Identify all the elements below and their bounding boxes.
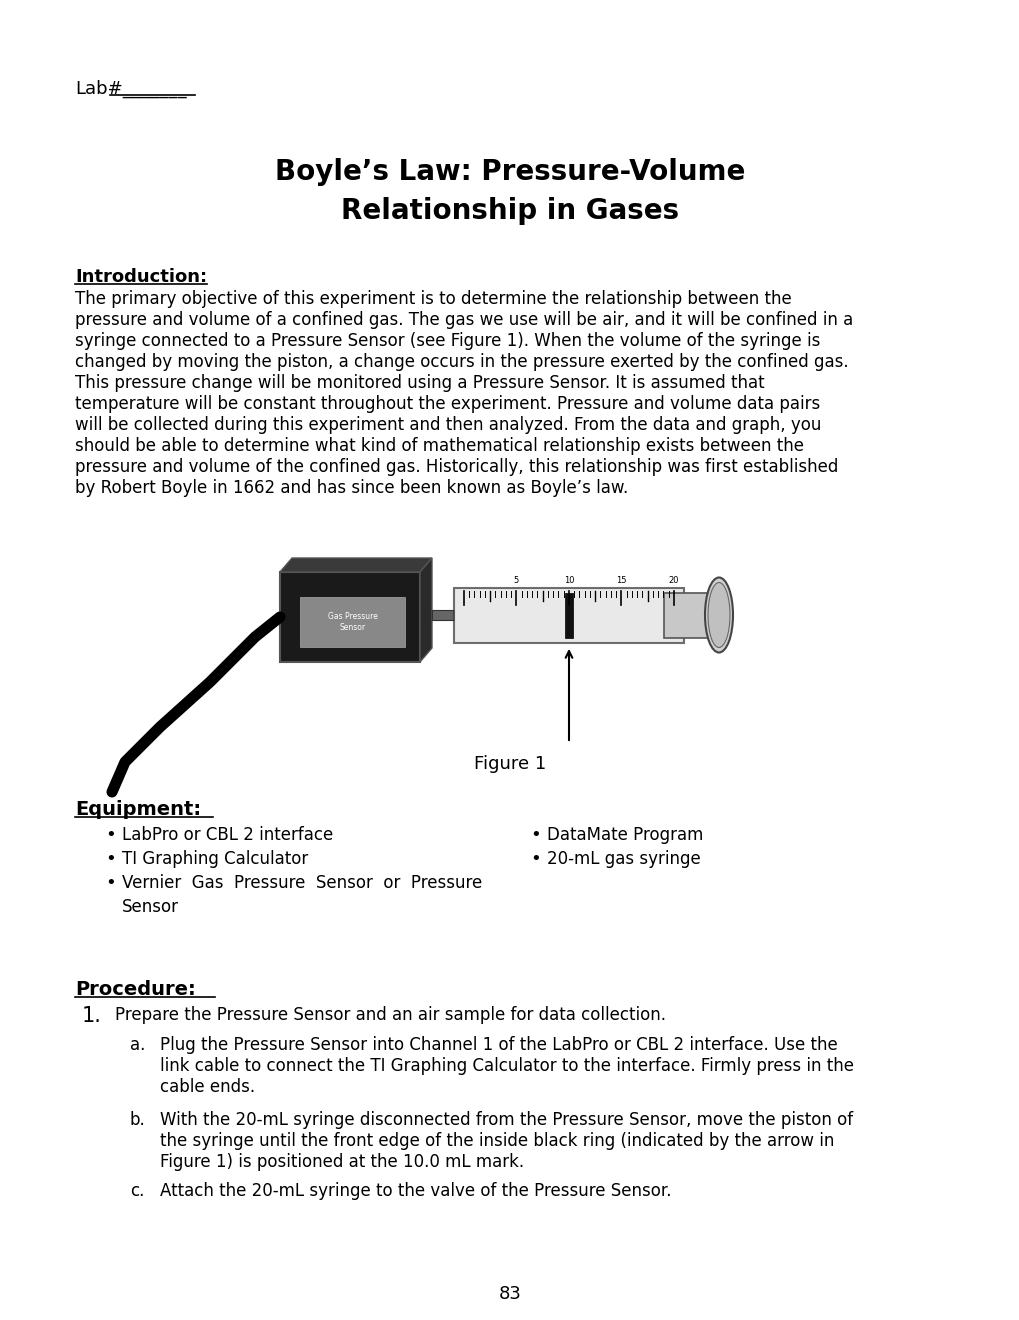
Text: syringe connected to a Pressure Sensor (see Figure 1). When the volume of the sy: syringe connected to a Pressure Sensor (… (75, 333, 819, 350)
Text: •: • (105, 850, 115, 869)
Text: With the 20-mL syringe disconnected from the Pressure Sensor, move the piston of: With the 20-mL syringe disconnected from… (160, 1111, 852, 1129)
Text: Boyle’s Law: Pressure-Volume: Boyle’s Law: Pressure-Volume (274, 158, 745, 186)
Polygon shape (420, 558, 432, 663)
Text: will be collected during this experiment and then analyzed. From the data and gr: will be collected during this experiment… (75, 416, 820, 434)
Text: Relationship in Gases: Relationship in Gases (340, 197, 679, 224)
Ellipse shape (704, 578, 733, 652)
Text: cable ends.: cable ends. (160, 1078, 255, 1096)
Text: 15: 15 (615, 576, 626, 585)
Text: 5: 5 (514, 576, 519, 585)
Text: Sensor: Sensor (122, 898, 178, 916)
Text: Attach the 20-mL syringe to the valve of the Pressure Sensor.: Attach the 20-mL syringe to the valve of… (160, 1181, 671, 1200)
Bar (565, 593, 573, 638)
Text: •: • (105, 874, 115, 892)
Polygon shape (280, 558, 432, 572)
Text: link cable to connect the TI Graphing Calculator to the interface. Firmly press : link cable to connect the TI Graphing Ca… (160, 1057, 853, 1074)
Text: c.: c. (129, 1181, 145, 1200)
Ellipse shape (707, 582, 730, 648)
Text: Figure 1: Figure 1 (474, 755, 545, 774)
Text: 83: 83 (498, 1284, 521, 1303)
Text: Introduction:: Introduction: (75, 268, 207, 286)
Text: Plug the Pressure Sensor into Channel 1 of the LabPro or CBL 2 interface. Use th: Plug the Pressure Sensor into Channel 1 … (160, 1036, 837, 1053)
Text: Prepare the Pressure Sensor and an air sample for data collection.: Prepare the Pressure Sensor and an air s… (115, 1006, 665, 1024)
Text: b.: b. (129, 1111, 146, 1129)
Text: 10: 10 (564, 576, 574, 585)
Text: 20: 20 (668, 576, 679, 585)
Text: changed by moving the piston, a change occurs in the pressure exerted by the con: changed by moving the piston, a change o… (75, 352, 848, 371)
Text: LabPro or CBL 2 interface: LabPro or CBL 2 interface (122, 826, 333, 843)
Text: a.: a. (129, 1036, 146, 1053)
Text: Gas Pressure
Sensor: Gas Pressure Sensor (327, 611, 377, 632)
Text: pressure and volume of a confined gas. The gas we use will be air, and it will b: pressure and volume of a confined gas. T… (75, 312, 853, 329)
Text: the syringe until the front edge of the inside black ring (indicated by the arro: the syringe until the front edge of the … (160, 1133, 834, 1150)
Text: •: • (105, 826, 115, 843)
Text: The primary objective of this experiment is to determine the relationship betwee: The primary objective of this experiment… (75, 290, 791, 308)
Bar (300, 597, 405, 647)
Bar (663, 593, 718, 638)
Text: should be able to determine what kind of mathematical relationship exists betwee: should be able to determine what kind of… (75, 437, 803, 455)
Text: Procedure:: Procedure: (75, 979, 196, 999)
Bar (453, 587, 684, 643)
Text: Figure 1) is positioned at the 10.0 mL mark.: Figure 1) is positioned at the 10.0 mL m… (160, 1152, 524, 1171)
Text: This pressure change will be monitored using a Pressure Sensor. It is assumed th: This pressure change will be monitored u… (75, 374, 764, 392)
Text: 1.: 1. (82, 1006, 102, 1026)
Bar (432, 610, 453, 620)
Text: pressure and volume of the confined gas. Historically, this relationship was fir: pressure and volume of the confined gas.… (75, 458, 838, 477)
Text: by Robert Boyle in 1662 and has since been known as Boyle’s law.: by Robert Boyle in 1662 and has since be… (75, 479, 628, 498)
Text: 20-mL gas syringe: 20-mL gas syringe (546, 850, 700, 869)
Text: DataMate Program: DataMate Program (546, 826, 703, 843)
Text: Equipment:: Equipment: (75, 800, 201, 818)
Text: •: • (530, 850, 540, 869)
Text: temperature will be constant throughout the experiment. Pressure and volume data: temperature will be constant throughout … (75, 395, 819, 413)
Bar (280, 572, 420, 663)
Text: Lab#_______: Lab#_______ (75, 81, 186, 98)
Text: Vernier  Gas  Pressure  Sensor  or  Pressure: Vernier Gas Pressure Sensor or Pressure (122, 874, 482, 892)
Text: TI Graphing Calculator: TI Graphing Calculator (122, 850, 308, 869)
Text: •: • (530, 826, 540, 843)
